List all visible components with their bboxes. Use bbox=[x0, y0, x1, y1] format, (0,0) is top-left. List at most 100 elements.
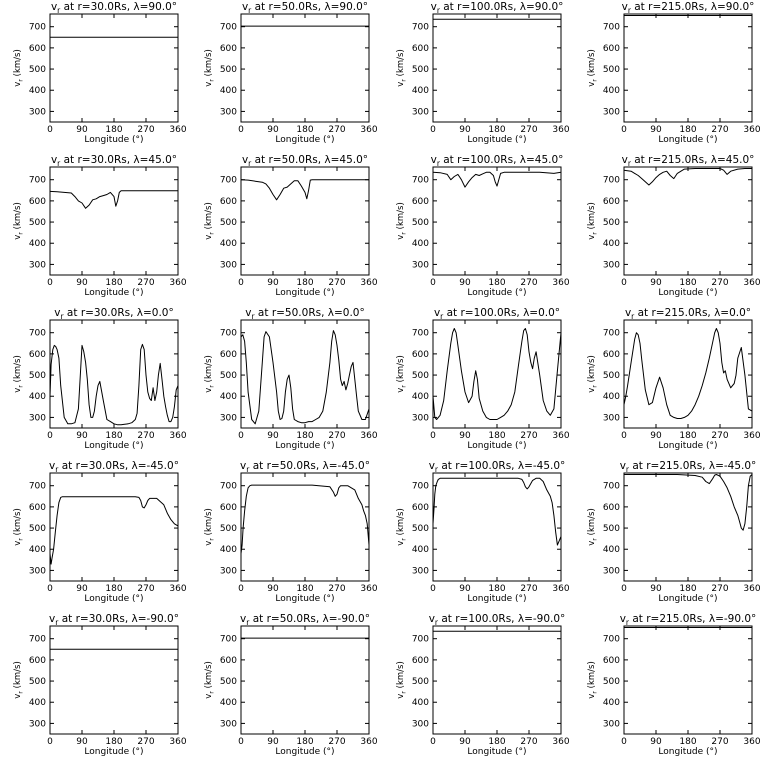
title-text: at r=30.0Rs, λ=45.0° bbox=[60, 154, 177, 166]
ylabel-unit: (km/s) bbox=[204, 508, 214, 538]
title-text: at r=215.0Rs, λ=-90.0° bbox=[629, 613, 756, 625]
series-line bbox=[240, 330, 370, 425]
x-tick-label: 270 bbox=[711, 584, 728, 594]
plot-frame bbox=[623, 625, 753, 735]
plot-frame bbox=[240, 472, 370, 582]
ylabel-unit: (km/s) bbox=[204, 49, 214, 79]
y-axis-label: vr (km/s) bbox=[587, 202, 599, 240]
y-axis-label: vr (km/s) bbox=[13, 355, 25, 393]
y-tick-label: 700 bbox=[412, 635, 429, 645]
x-tick-label: 360 bbox=[743, 278, 760, 288]
y-tick-label: 600 bbox=[29, 503, 46, 513]
title-v: v bbox=[49, 613, 55, 625]
series-line bbox=[432, 171, 562, 188]
plot-title: vr at r=30.0Rs, λ=-45.0° bbox=[49, 460, 179, 474]
x-tick-label: 0 bbox=[47, 278, 53, 288]
y-tick-label: 300 bbox=[220, 719, 237, 729]
x-tick-label: 360 bbox=[743, 584, 760, 594]
y-tick-label: 600 bbox=[603, 350, 620, 360]
title-text: at r=50.0Rs, λ=0.0° bbox=[255, 307, 365, 319]
ylabel-v: v bbox=[396, 388, 406, 393]
ylabel-sub: r bbox=[208, 538, 216, 541]
panel-r215.0-lat45.0: vr at r=215.0Rs, λ=45.0°0 90 180 270 3603004… bbox=[587, 154, 761, 298]
y-tick-label: 600 bbox=[412, 350, 429, 360]
title-sub: r bbox=[435, 465, 439, 474]
title-sub: r bbox=[628, 6, 632, 15]
y-axis-label: vr (km/s) bbox=[396, 508, 408, 546]
plot-title: vr at r=100.0Rs, λ=-45.0° bbox=[429, 460, 566, 474]
x-tick-label: 180 bbox=[105, 431, 122, 441]
y-tick-label: 400 bbox=[29, 86, 46, 96]
y-axis-label: vr (km/s) bbox=[204, 508, 216, 546]
y-axis-label: vr (km/s) bbox=[13, 49, 25, 87]
ylabel-unit: (km/s) bbox=[396, 49, 406, 79]
y-tick-label: 700 bbox=[412, 176, 429, 186]
y-axis-label: vr (km/s) bbox=[587, 49, 599, 87]
y-tick-label: 500 bbox=[220, 371, 237, 381]
x-tick-label: 270 bbox=[328, 584, 345, 594]
x-tick-label: 90 bbox=[76, 278, 88, 288]
y-tick-label: 600 bbox=[603, 656, 620, 666]
x-tick-label: 0 bbox=[238, 584, 244, 594]
x-axis-label: Longitude (°) bbox=[275, 594, 334, 604]
y-tick-label: 400 bbox=[220, 545, 237, 555]
plot-title: vr at r=50.0Rs, λ=-45.0° bbox=[240, 460, 370, 474]
x-tick-label: 270 bbox=[520, 431, 537, 441]
ylabel-unit: (km/s) bbox=[204, 355, 214, 385]
x-tick-label: 270 bbox=[328, 125, 345, 135]
title-v: v bbox=[429, 460, 435, 472]
y-tick-label: 400 bbox=[412, 392, 429, 402]
y-tick-label: 300 bbox=[29, 260, 46, 270]
x-tick-label: 0 bbox=[238, 278, 244, 288]
x-tick-label: 90 bbox=[459, 584, 471, 594]
title-sub: r bbox=[626, 618, 630, 627]
y-tick-label: 300 bbox=[29, 719, 46, 729]
x-axis-label: Longitude (°) bbox=[467, 747, 526, 757]
x-tick-label: 0 bbox=[47, 584, 53, 594]
x-tick-label: 0 bbox=[430, 584, 436, 594]
y-tick-label: 300 bbox=[29, 413, 46, 423]
plot-frame bbox=[623, 472, 753, 582]
title-v: v bbox=[240, 613, 246, 625]
ylabel-sub: r bbox=[208, 79, 216, 82]
x-tick-label: 270 bbox=[711, 431, 728, 441]
title-sub: r bbox=[437, 6, 441, 15]
ylabel-unit: (km/s) bbox=[13, 661, 23, 691]
y-tick-label: 500 bbox=[603, 524, 620, 534]
ylabel-v: v bbox=[587, 82, 597, 87]
title-v: v bbox=[625, 307, 631, 319]
plot-frame bbox=[49, 13, 179, 123]
y-tick-label: 700 bbox=[29, 482, 46, 492]
x-axis-label: Longitude (°) bbox=[658, 288, 717, 298]
ylabel-v: v bbox=[587, 235, 597, 240]
title-text: at r=100.0Rs, λ=90.0° bbox=[440, 1, 563, 13]
title-text: at r=100.0Rs, λ=0.0° bbox=[443, 307, 560, 319]
x-tick-label: 270 bbox=[520, 584, 537, 594]
x-tick-label: 180 bbox=[488, 125, 505, 135]
x-tick-label: 0 bbox=[621, 431, 627, 441]
x-tick-label: 0 bbox=[430, 278, 436, 288]
plot-frame bbox=[49, 625, 179, 735]
plot-frame bbox=[623, 13, 753, 123]
panel-r50.0-lat-90.0: vr at r=50.0Rs, λ=-90.0°0 90 180 270 3603004… bbox=[204, 613, 378, 757]
x-tick-label: 270 bbox=[137, 737, 154, 747]
y-axis-label: vr (km/s) bbox=[587, 355, 599, 393]
x-tick-label: 0 bbox=[621, 584, 627, 594]
series-line bbox=[623, 328, 753, 419]
plot-frame bbox=[240, 13, 370, 123]
y-tick-label: 400 bbox=[412, 86, 429, 96]
ylabel-unit: (km/s) bbox=[587, 661, 597, 691]
panel-r215.0-lat-45.0: vr at r=215.0Rs, λ=-45.0°0 90 180 270 360300… bbox=[587, 460, 761, 604]
title-text: at r=30.0Rs, λ=-45.0° bbox=[58, 460, 179, 472]
title-v: v bbox=[51, 154, 57, 166]
y-tick-label: 600 bbox=[603, 44, 620, 54]
y-tick-label: 300 bbox=[412, 719, 429, 729]
title-text: at r=30.0Rs, λ=0.0° bbox=[64, 307, 174, 319]
title-text: at r=50.0Rs, λ=-90.0° bbox=[249, 613, 370, 625]
x-tick-label: 180 bbox=[296, 278, 313, 288]
title-text: at r=100.0Rs, λ=-45.0° bbox=[438, 460, 565, 472]
ylabel-unit: (km/s) bbox=[204, 202, 214, 232]
x-tick-label: 180 bbox=[679, 584, 696, 594]
y-tick-label: 700 bbox=[220, 329, 237, 339]
y-tick-label: 400 bbox=[603, 698, 620, 708]
